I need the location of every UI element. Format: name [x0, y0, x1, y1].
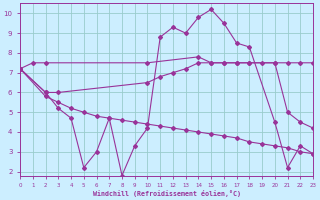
X-axis label: Windchill (Refroidissement éolien,°C): Windchill (Refroidissement éolien,°C) — [92, 190, 241, 197]
